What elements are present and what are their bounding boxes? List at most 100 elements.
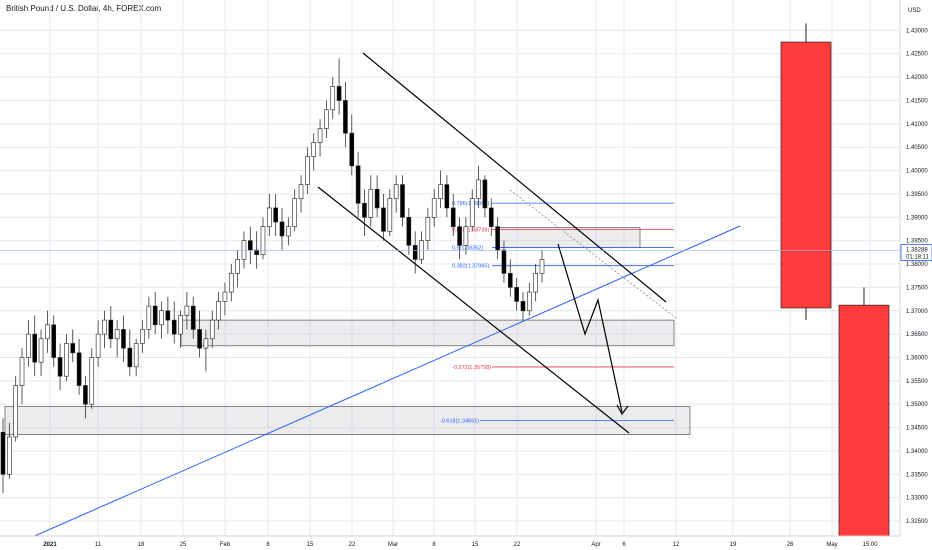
currency-label: USD [908, 8, 921, 14]
price-tick-label: 1.42500 [906, 52, 928, 58]
fib-level-label: -0.272(1.35798) [452, 365, 491, 371]
candle [216, 301, 221, 321]
candle [121, 329, 126, 349]
time-tick-label: 15:00 [862, 542, 878, 548]
time-tick-label: Apr [591, 542, 600, 548]
time-tick-label: 26 [787, 542, 794, 548]
candle [152, 305, 158, 326]
candle [203, 338, 209, 349]
mid-support-zone [180, 319, 675, 347]
candle [76, 352, 82, 386]
fib-level-label: -0.618(1.34651) [440, 419, 479, 425]
candle [133, 343, 139, 368]
candle [444, 184, 450, 209]
current-price-badge [900, 244, 932, 261]
candle [393, 184, 399, 199]
candle [343, 100, 348, 134]
candle [336, 86, 342, 101]
candle [32, 333, 38, 363]
time-tick-label: 12 [673, 542, 680, 548]
candle [381, 207, 386, 232]
price-tick-label: 1.42000 [906, 75, 928, 81]
candle [438, 184, 443, 199]
candle [355, 165, 361, 204]
price-tick-label: 1.38500 [906, 239, 928, 245]
candle [412, 245, 418, 260]
candle [190, 305, 196, 330]
candle [349, 132, 355, 167]
countdown-label: 01:18:11 [906, 255, 930, 261]
projection-path [557, 243, 623, 413]
candle [501, 249, 507, 274]
price-tick-label: 1.36500 [906, 332, 928, 338]
candle [26, 333, 31, 358]
candle [292, 198, 297, 227]
candle [406, 216, 412, 246]
candle [165, 310, 171, 321]
candle [95, 333, 101, 358]
time-tick-label: May [826, 542, 837, 548]
weekly-candle [838, 304, 890, 545]
time-tick-label: 8 [266, 542, 270, 548]
upper-resistance-zone [497, 227, 641, 249]
projection-arrowhead [616, 404, 629, 416]
candle [298, 184, 304, 199]
candle [45, 324, 50, 340]
time-tick-label: 11 [95, 542, 102, 548]
price-tick-label: 1.40500 [906, 145, 928, 151]
price-tick-label: 1.37000 [906, 309, 928, 315]
candle [241, 240, 247, 260]
time-tick-label: 2021 [43, 542, 57, 548]
fib-level-label: 0.5(1.38352) [452, 246, 483, 252]
price-axis-bg [900, 0, 932, 550]
candle [83, 385, 88, 405]
candle [51, 324, 57, 358]
candle [260, 226, 266, 255]
time-tick-label: Mar [388, 542, 398, 548]
candle [368, 188, 374, 218]
candle [527, 291, 532, 312]
time-tick-label: Feb [220, 542, 231, 548]
candle [197, 329, 202, 349]
time-tick-label: 18 [138, 542, 145, 548]
price-tick-label: 1.39000 [906, 215, 928, 221]
price-tick-label: 1.41000 [906, 122, 928, 128]
time-tick-label: 15 [307, 542, 314, 548]
candle [114, 329, 120, 340]
candle [495, 226, 500, 251]
candle [533, 273, 538, 293]
candle [178, 315, 183, 335]
price-tick-label: 1.32500 [906, 519, 928, 525]
candle [273, 207, 278, 223]
candle [209, 319, 215, 340]
candle [400, 184, 405, 218]
time-tick-label: 6 [622, 542, 626, 548]
candle [431, 198, 437, 218]
candle [235, 259, 240, 274]
ascending-trendline [29, 225, 741, 539]
candle [374, 188, 380, 209]
candle [64, 343, 69, 377]
candle [13, 385, 18, 438]
time-tick-label: 8 [432, 542, 436, 548]
candle [279, 221, 285, 237]
candle [507, 273, 513, 288]
price-tick-label: 1.35500 [906, 379, 928, 385]
candle [488, 207, 494, 227]
time-tick-label: 15 [472, 542, 479, 548]
channel-lower-line [317, 186, 630, 434]
candle [127, 347, 133, 368]
candle [317, 128, 323, 143]
candle [514, 287, 519, 302]
candle [228, 273, 234, 293]
price-tick-label: 1.34500 [906, 426, 928, 432]
candle [330, 86, 336, 111]
candle [457, 226, 462, 246]
price-tick-label: 1.35000 [906, 402, 928, 408]
price-tick-label: 1.33000 [906, 496, 928, 502]
candle [108, 319, 114, 340]
fib-level-label: 0.382(1.37965) [452, 264, 489, 270]
time-axis-bg [0, 536, 932, 550]
current-price-label: 1.38288 [906, 248, 928, 254]
